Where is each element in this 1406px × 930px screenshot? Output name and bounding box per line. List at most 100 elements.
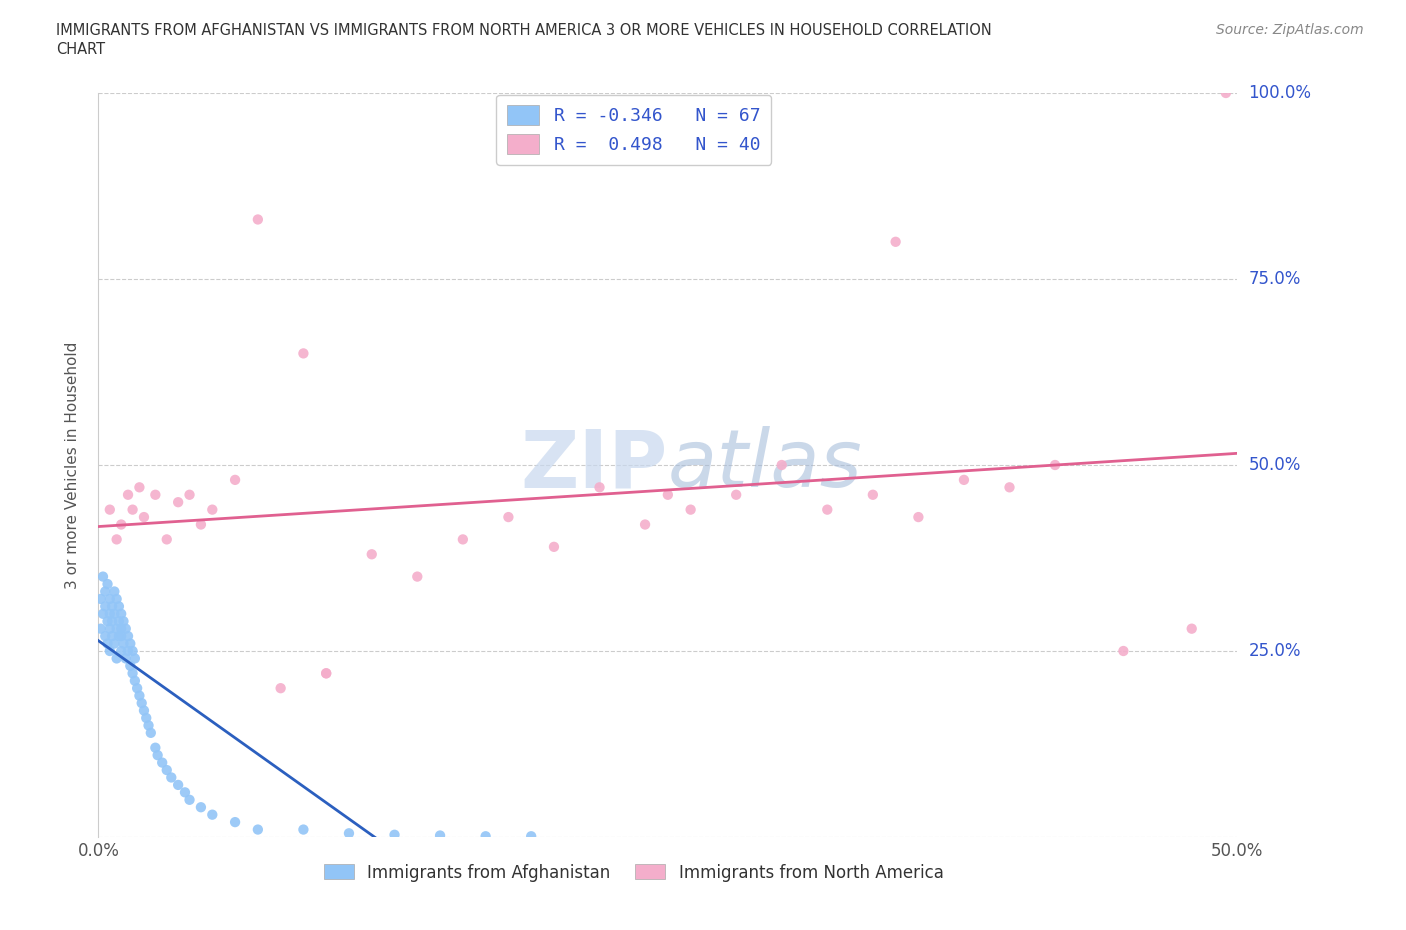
Point [451,532,474,547]
Point [1181,621,1204,636]
Point [90,621,112,636]
Point [725,487,748,502]
Point [224,815,246,830]
Text: 100.0%: 100.0% [1249,84,1312,102]
Point [132,510,155,525]
Point [110,644,132,658]
Point [360,547,382,562]
Point [105,621,128,636]
Point [112,636,135,651]
Text: 75.0%: 75.0% [1249,270,1301,288]
Text: Source: ZipAtlas.com: Source: ZipAtlas.com [1216,23,1364,37]
Point [132,703,155,718]
Point [498,510,520,525]
Text: ZIP: ZIP [520,426,668,504]
Point [145,740,167,755]
Point [167,495,190,510]
Point [98,606,121,621]
Point [101,629,124,644]
Point [131,696,153,711]
Point [124,673,146,688]
Point [201,807,224,822]
Point [110,629,132,644]
Point [429,828,451,843]
Point [1043,458,1066,472]
Point [110,621,132,636]
Point [138,718,160,733]
Point [998,480,1021,495]
Legend: Immigrants from Afghanistan, Immigrants from North America: Immigrants from Afghanistan, Immigrants … [318,857,950,888]
Point [1215,86,1237,100]
Point [96,577,118,591]
Point [94,584,117,599]
Point [884,234,907,249]
Point [543,539,565,554]
Point [150,755,173,770]
Point [105,532,128,547]
Point [103,584,125,599]
Text: CHART: CHART [56,42,105,57]
Point [120,658,142,673]
Point [117,487,139,502]
Point [112,614,135,629]
Point [103,606,125,621]
Point [815,502,838,517]
Point [90,591,112,606]
Point [156,763,179,777]
Point [174,785,197,800]
Point [156,532,179,547]
Point [337,826,360,841]
Point [121,502,143,517]
Point [862,487,884,502]
Point [145,487,167,502]
Point [98,591,121,606]
Point [520,829,543,844]
Point [657,487,679,502]
Point [101,614,124,629]
Point [117,629,139,644]
Point [110,517,132,532]
Point [98,502,121,517]
Point [292,822,315,837]
Point [907,510,929,525]
Point [91,606,114,621]
Text: 50.0%: 50.0% [1249,456,1301,474]
Point [384,828,406,843]
Point [121,666,143,681]
Point [474,829,496,844]
Point [1112,644,1135,658]
Point [127,681,149,696]
Point [114,651,136,666]
Point [246,822,269,837]
Point [146,748,169,763]
Point [160,770,183,785]
Point [94,629,117,644]
Point [190,517,212,532]
Point [224,472,246,487]
Point [108,599,131,614]
Point [315,666,337,681]
Text: 25.0%: 25.0% [1249,642,1301,660]
Point [114,621,136,636]
Point [108,614,131,629]
Point [770,458,793,472]
Point [105,651,128,666]
Point [679,502,702,517]
Text: atlas: atlas [668,426,863,504]
Point [117,644,139,658]
Point [128,480,150,495]
Point [588,480,610,495]
Point [139,725,162,740]
Point [105,591,128,606]
Point [124,651,146,666]
Point [96,614,118,629]
Point [201,502,224,517]
Point [315,666,337,681]
Point [179,487,201,502]
Point [121,644,143,658]
Point [98,644,121,658]
Point [246,212,269,227]
Text: IMMIGRANTS FROM AFGHANISTAN VS IMMIGRANTS FROM NORTH AMERICA 3 OR MORE VEHICLES : IMMIGRANTS FROM AFGHANISTAN VS IMMIGRANT… [56,23,993,38]
Point [135,711,157,725]
Point [94,599,117,614]
